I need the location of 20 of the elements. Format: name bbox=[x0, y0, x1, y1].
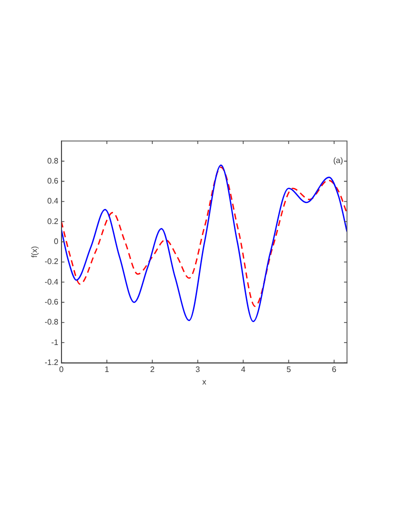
x-tick-label: 3 bbox=[196, 364, 201, 374]
y-tick-label: -1.2 bbox=[44, 358, 59, 368]
y-tick-label: -1 bbox=[51, 338, 59, 347]
x-tick-label: 5 bbox=[286, 364, 292, 374]
y-tick-label: 0.8 bbox=[47, 156, 59, 166]
x-tick-label: 4 bbox=[240, 364, 246, 374]
y-axis-title: f(x) bbox=[30, 246, 40, 258]
y-tick-label: -0.2 bbox=[44, 257, 59, 266]
y-tick-label: -0.6 bbox=[44, 298, 59, 307]
y-tick-label: 0.6 bbox=[47, 176, 59, 186]
y-tick-label: -0.4 bbox=[44, 277, 59, 286]
annotation: (a) bbox=[333, 156, 344, 166]
y-tick-label: -0.8 bbox=[44, 318, 59, 327]
y-tick-label: 0.4 bbox=[47, 196, 59, 206]
x-tick-label: 1 bbox=[104, 364, 110, 374]
x-tick-label: 2 bbox=[150, 364, 156, 374]
y-tick-label: 0 bbox=[54, 237, 59, 246]
y-tick-label: 0.2 bbox=[47, 216, 59, 226]
x-tick-label: 6 bbox=[332, 364, 337, 374]
x-axis-title: x bbox=[202, 377, 206, 386]
